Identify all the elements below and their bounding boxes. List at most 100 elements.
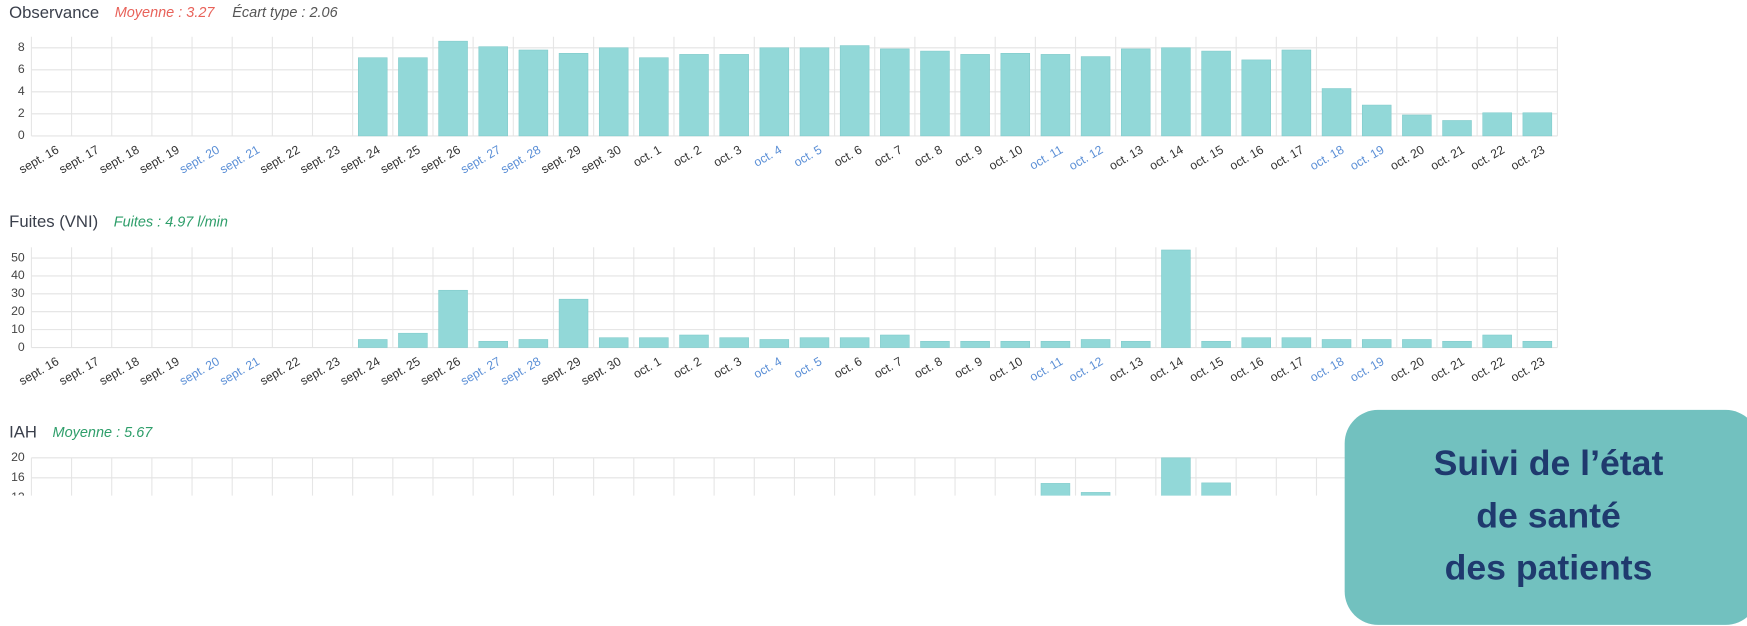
x-tick-label: oct. 11 xyxy=(1027,354,1065,384)
x-tick-label: sept. 24 xyxy=(338,354,383,388)
annotation: Fuites : 4.97 l/min xyxy=(114,215,228,231)
chart-title: IAH xyxy=(9,423,37,442)
x-tick-label: oct. 6 xyxy=(831,354,864,381)
bar xyxy=(1281,49,1312,137)
bar xyxy=(759,339,790,348)
bar xyxy=(1321,339,1352,348)
bar xyxy=(1000,340,1031,348)
x-tick-label: sept. 17 xyxy=(57,354,102,388)
x-tick-label: oct. 2 xyxy=(671,354,704,381)
bar xyxy=(920,340,950,348)
x-tick-label: sept. 22 xyxy=(257,354,302,388)
x-tick-label: oct. 13 xyxy=(1107,142,1146,173)
bar xyxy=(960,54,990,137)
banner-line: de santé xyxy=(1476,495,1621,535)
x-tick-label: oct. 7 xyxy=(872,142,905,169)
x-tick-label: sept. 22 xyxy=(257,142,302,176)
y-tick-label: 2 xyxy=(18,106,25,120)
annotation: Moyenne : 3.27 xyxy=(115,5,216,21)
bar xyxy=(1482,334,1512,348)
y-tick-label: 8 xyxy=(18,40,25,54)
x-tick-label: sept. 16 xyxy=(17,354,62,388)
bar xyxy=(1201,482,1231,496)
y-tick-label: 16 xyxy=(11,470,25,484)
annotation: Écart type : 2.06 xyxy=(232,4,338,21)
x-tick-label: oct. 14 xyxy=(1147,142,1186,173)
bar xyxy=(358,339,388,348)
chart: IAH Moyenne : 5.67 12 16 20 xyxy=(9,423,1558,496)
x-tick-label: oct. 12 xyxy=(1067,142,1106,173)
x-tick-label: oct. 19 xyxy=(1348,142,1387,173)
bar xyxy=(598,47,629,137)
bar xyxy=(1121,48,1151,137)
bar xyxy=(518,339,549,348)
annotation: Moyenne : 5.67 xyxy=(53,425,154,441)
x-tick-label: sept. 26 xyxy=(418,354,463,388)
bar xyxy=(880,334,910,348)
banner-line: Suivi de l’état xyxy=(1434,443,1664,483)
bar xyxy=(478,46,508,137)
x-tick-label: oct. 5 xyxy=(791,354,824,381)
bar xyxy=(518,49,549,137)
x-tick-label: sept. 29 xyxy=(539,354,584,388)
bar xyxy=(719,337,749,348)
chart: Observance Moyenne : 3.27 Écart type : 2.0… xyxy=(9,3,1558,176)
bar xyxy=(398,57,428,137)
x-tick-label: oct. 9 xyxy=(952,354,985,381)
bar xyxy=(839,45,870,137)
bar xyxy=(1442,340,1472,348)
x-tick-label: oct. 14 xyxy=(1147,354,1186,385)
x-tick-label: sept. 29 xyxy=(539,142,584,176)
bar xyxy=(799,337,830,348)
banner-line: des patients xyxy=(1445,548,1653,588)
x-tick-label: oct. 21 xyxy=(1428,354,1467,385)
x-tick-label: oct. 23 xyxy=(1508,354,1547,385)
bar xyxy=(1281,337,1312,348)
y-tick-label: 6 xyxy=(18,62,25,76)
x-tick-label: oct. 1 xyxy=(631,142,664,169)
x-tick-label: oct. 22 xyxy=(1468,142,1507,173)
x-tick-label: oct. 9 xyxy=(952,142,985,169)
x-tick-label: oct. 15 xyxy=(1187,142,1226,173)
bar xyxy=(1201,50,1231,137)
plot-area: 12 16 20 xyxy=(11,450,1558,496)
x-tick-label: oct. 17 xyxy=(1267,354,1306,385)
x-tick-label: oct. 8 xyxy=(912,142,945,169)
x-tick-label: sept. 27 xyxy=(458,142,503,176)
y-tick-label: 10 xyxy=(11,322,25,336)
x-tick-label: oct. 10 xyxy=(986,354,1025,385)
x-tick-label: oct. 6 xyxy=(831,142,864,169)
bar xyxy=(1161,47,1191,137)
bar xyxy=(478,340,508,348)
bar xyxy=(358,57,388,137)
x-tick-label: oct. 4 xyxy=(751,142,784,169)
x-tick-label: sept. 18 xyxy=(97,142,142,176)
x-tick-label: oct. 22 xyxy=(1468,354,1507,385)
bar xyxy=(639,337,669,348)
bar xyxy=(398,332,428,348)
bar xyxy=(960,340,990,348)
bar xyxy=(1361,339,1392,348)
x-tick-label: sept. 30 xyxy=(579,354,624,388)
bar xyxy=(1040,483,1071,496)
x-tick-label: sept. 25 xyxy=(378,354,423,388)
bar xyxy=(1402,114,1432,137)
x-tick-label: sept. 26 xyxy=(418,142,463,176)
x-tick-label: oct. 2 xyxy=(671,142,704,169)
bar xyxy=(558,298,589,348)
x-tick-label: sept. 21 xyxy=(217,142,262,176)
chart-title: Observance xyxy=(9,3,99,22)
bar xyxy=(639,57,669,137)
bar xyxy=(1522,340,1553,348)
x-tick-label: sept. 16 xyxy=(17,142,62,176)
bar xyxy=(1161,249,1191,348)
y-tick-label: 0 xyxy=(18,128,25,142)
x-tick-label: oct. 17 xyxy=(1267,142,1306,173)
x-tick-label: oct. 19 xyxy=(1348,354,1387,385)
bar xyxy=(438,289,468,348)
x-tick-label: sept. 20 xyxy=(177,142,222,176)
bar xyxy=(438,40,468,137)
